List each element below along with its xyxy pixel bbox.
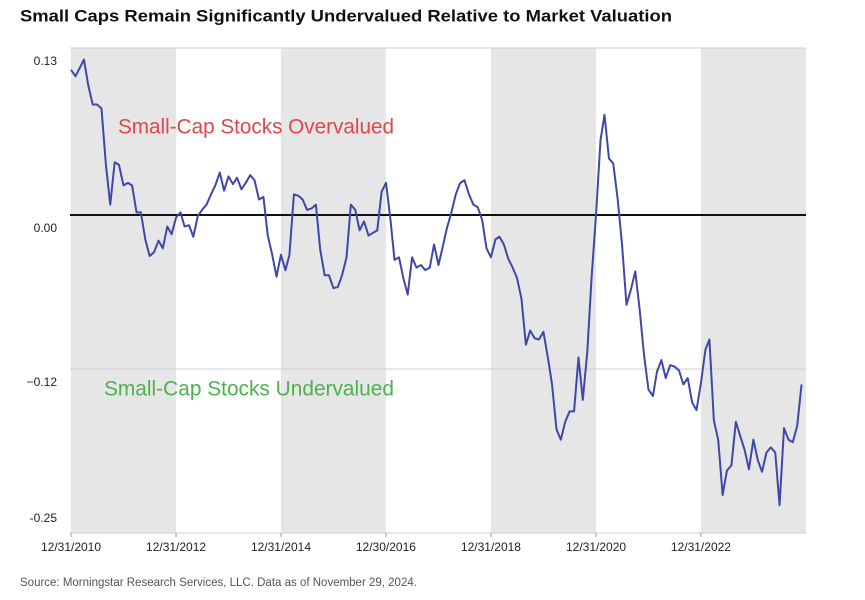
x-tick-label: 12/31/2012 <box>146 540 206 554</box>
data-line <box>70 58 803 507</box>
shaded-band <box>280 48 386 533</box>
y-tick-label: −0.12 <box>27 375 58 389</box>
y-tick-label: -0.25 <box>30 511 58 525</box>
x-tick-label: 12/30/2016 <box>356 540 416 554</box>
y-tick-label: 0.13 <box>34 54 58 68</box>
x-tick-label: 12/31/2020 <box>566 540 626 554</box>
chart-title: Small Caps Remain Significantly Underval… <box>20 6 672 25</box>
annotation: Small-Cap Stocks Undervalued <box>104 378 394 401</box>
plot-area: -0.25 −0.12 0.00 0.13 12/31/2010 12/31/2012 12… <box>27 47 806 554</box>
y-tick-label: 0.00 <box>34 221 58 235</box>
x-tick-label: 12/31/2022 <box>671 540 731 554</box>
annotation: Small-Cap Stocks Overvalued <box>118 116 394 139</box>
x-tick-label: 12/31/2018 <box>461 540 521 554</box>
x-tick-label: 12/31/2010 <box>41 540 101 554</box>
source-note: Source: Morningstar Research Services, L… <box>20 577 417 589</box>
shaded-band <box>700 48 806 533</box>
shaded-band <box>490 48 597 533</box>
x-tick-label: 12/31/2014 <box>251 540 311 554</box>
shaded-band <box>71 48 177 533</box>
